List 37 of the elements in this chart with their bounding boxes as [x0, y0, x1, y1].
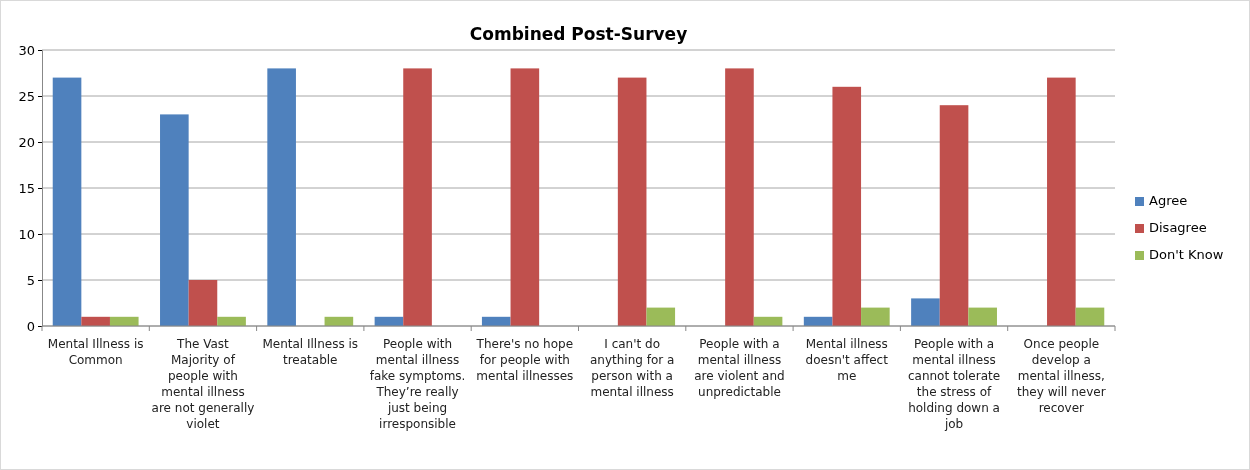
bar	[725, 68, 754, 326]
chart-title: Combined Post-Survey	[469, 24, 688, 44]
bar	[939, 105, 969, 326]
legend-label: Agree	[1149, 193, 1188, 208]
bar	[861, 307, 890, 326]
bar	[617, 77, 647, 326]
y-tick-label: 25	[18, 88, 35, 104]
x-tick-label: There's no hope for people with mental illnesses	[475, 337, 574, 383]
y-tick-label: 20	[18, 134, 35, 150]
bar	[646, 307, 676, 326]
x-tick-label: People with a mental illness cannot tolerate the stress of holding down a job	[907, 337, 1001, 431]
bar	[52, 77, 82, 326]
bar	[267, 68, 296, 326]
y-tick-label: 5	[26, 272, 35, 288]
x-tick-label: People with mental illness fake symptoms. They’re really just being irresponsible	[369, 337, 466, 431]
y-tick-label: 10	[18, 226, 35, 242]
bar	[188, 280, 218, 326]
x-tick-label: The Vast Majority of people with mental illness are not generally violet	[151, 337, 255, 431]
bar	[1075, 307, 1105, 326]
x-tick-label: I can't do anything for a person with a mental illness	[589, 337, 675, 399]
legend-label: Disagree	[1149, 220, 1207, 235]
legend-label: Don't Know	[1149, 247, 1224, 262]
bar	[510, 68, 540, 326]
bar	[911, 298, 940, 326]
x-tick-label: Once people develop a mental illness, they will never recover	[1017, 337, 1106, 415]
bar	[160, 114, 189, 326]
x-tick-label: Mental illness doesn't affect me	[805, 337, 889, 383]
y-tick-label: 15	[18, 180, 35, 196]
x-tick-label: People with a mental illness are violent and unpredictable	[694, 337, 785, 399]
bar	[1047, 77, 1076, 326]
x-tick-label: Mental Illness is treatable	[262, 337, 359, 367]
y-tick-label: 30	[18, 42, 35, 58]
bar	[832, 86, 862, 326]
bar	[968, 307, 997, 326]
y-tick-label: 0	[26, 318, 35, 334]
bar	[403, 68, 432, 326]
x-tick-label: Mental Illness is Common	[47, 337, 144, 367]
